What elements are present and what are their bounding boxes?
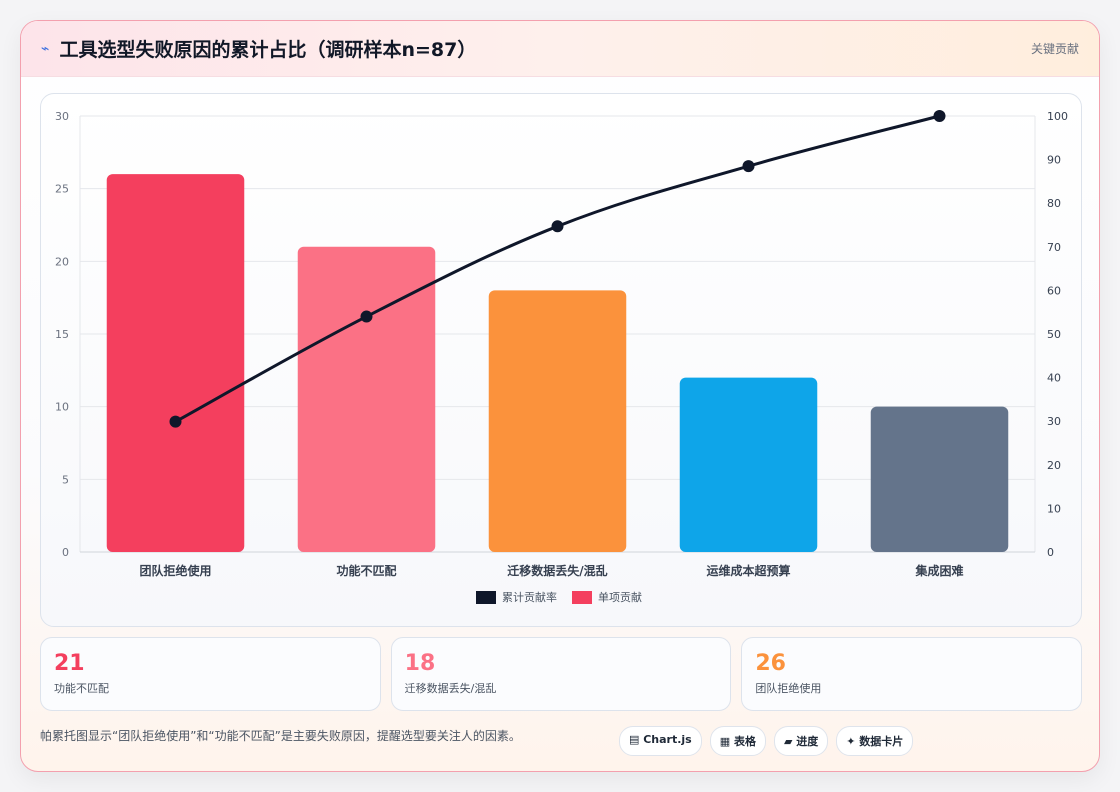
y-left-tick-label: 5: [62, 473, 69, 486]
y-right-tick-label: 0: [1047, 546, 1054, 559]
chart-title: 工具选型失败原因的累计占比（调研样本n=87）: [59, 39, 477, 61]
y-right-tick-label: 90: [1047, 154, 1061, 167]
chip-chartjs[interactable]: ▤ Chart.js: [619, 726, 702, 756]
cumulative-point: [551, 220, 564, 233]
chip-data-card[interactable]: ✦ 数据卡片: [836, 726, 914, 756]
stat-value: 26: [755, 651, 786, 676]
chart-panel: 0 5 10 15 20 25 30 0 10 20 30 40 50 60 70 80 90 100 团队拒绝使用…: [40, 93, 1082, 627]
y-left-tick-label: 25: [55, 183, 69, 196]
cumulative-point: [742, 160, 755, 173]
stat-label: 迁移数据丢失/混乱: [404, 682, 497, 695]
chart-card: ⌁ 工具选型失败原因的累计占比（调研样本n=87） 关键贡献 0 5 10 15 20 2…: [20, 20, 1100, 772]
cumulative-point: [169, 415, 182, 428]
stat-card: 18 迁移数据丢失/混乱: [390, 637, 732, 711]
y-right-tick-label: 10: [1047, 502, 1061, 515]
cumulative-point: [360, 310, 373, 323]
x-tick-label: 功能不匹配: [336, 563, 396, 578]
legend-label: 累计贡献率: [502, 590, 557, 604]
y-left-tick-label: 15: [55, 328, 69, 341]
x-tick-label: 运维成本超预算: [706, 563, 790, 578]
bar: [106, 174, 245, 552]
stat-card: 21 功能不匹配: [40, 637, 381, 711]
stat-label: 团队拒绝使用: [755, 682, 822, 695]
summary-text: 帕累托图显示“团队拒绝使用”和“功能不匹配”是主要失败原因，提醒选型要关注人的因…: [40, 729, 521, 743]
header-tag: 关键贡献: [1030, 42, 1079, 56]
y-right-tick-label: 30: [1047, 415, 1061, 428]
y-right-tick-label: 60: [1047, 284, 1061, 297]
x-tick-label: 集成困难: [914, 563, 963, 578]
legend-label: 单项贡献: [598, 590, 642, 604]
stat-value: 18: [404, 651, 436, 676]
bar: [297, 246, 436, 553]
y-right-tick-label: 70: [1047, 241, 1061, 254]
legend-swatch: [476, 591, 496, 604]
stat-card: 26 团队拒绝使用: [741, 637, 1083, 711]
y-right-tick-label: 80: [1047, 197, 1061, 210]
y-left-tick-label: 0: [62, 546, 69, 559]
card-header: ⌁ 工具选型失败原因的累计占比（调研样本n=87） 关键贡献: [21, 21, 1099, 77]
cumulative-point: [933, 110, 946, 122]
y-left-tick-label: 30: [55, 110, 69, 123]
y-right-tick-label: 20: [1047, 459, 1061, 472]
bar: [870, 406, 1009, 552]
stat-label: 功能不匹配: [54, 682, 109, 695]
chip-table[interactable]: ▦ 表格: [709, 726, 766, 756]
legend-swatch: [572, 591, 592, 604]
title-group: ⌁ 工具选型失败原因的累计占比（调研样本n=87）: [41, 35, 476, 62]
x-tick-label: 团队拒绝使用: [139, 563, 211, 578]
bar: [488, 290, 627, 552]
chip-progress[interactable]: ▰ 进度: [773, 726, 829, 756]
pareto-chart: 0 5 10 15 20 25 30 0 10 20 30 40 50 60 70 80 90 100 团队拒绝使用…: [55, 110, 1068, 604]
y-right-tick-label: 40: [1047, 372, 1061, 385]
x-tick-label: 迁移数据丢失/混乱: [507, 563, 607, 578]
y-right-tick-label: 50: [1047, 328, 1061, 341]
stat-value: 21: [54, 651, 85, 676]
bolt-icon: ⌁: [41, 40, 50, 57]
y-right-tick-label: 100: [1047, 110, 1068, 123]
y-left-tick-label: 10: [55, 401, 69, 414]
stat-cards: 21 功能不匹配 18 迁移数据丢失/混乱 26 团队拒绝使用: [40, 637, 1083, 711]
y-left-tick-label: 20: [55, 255, 69, 268]
chip-row: ▤ Chart.js ▦ 表格 ▰ 进度 ✦ 数据卡片: [619, 726, 914, 756]
bar: [679, 377, 818, 552]
